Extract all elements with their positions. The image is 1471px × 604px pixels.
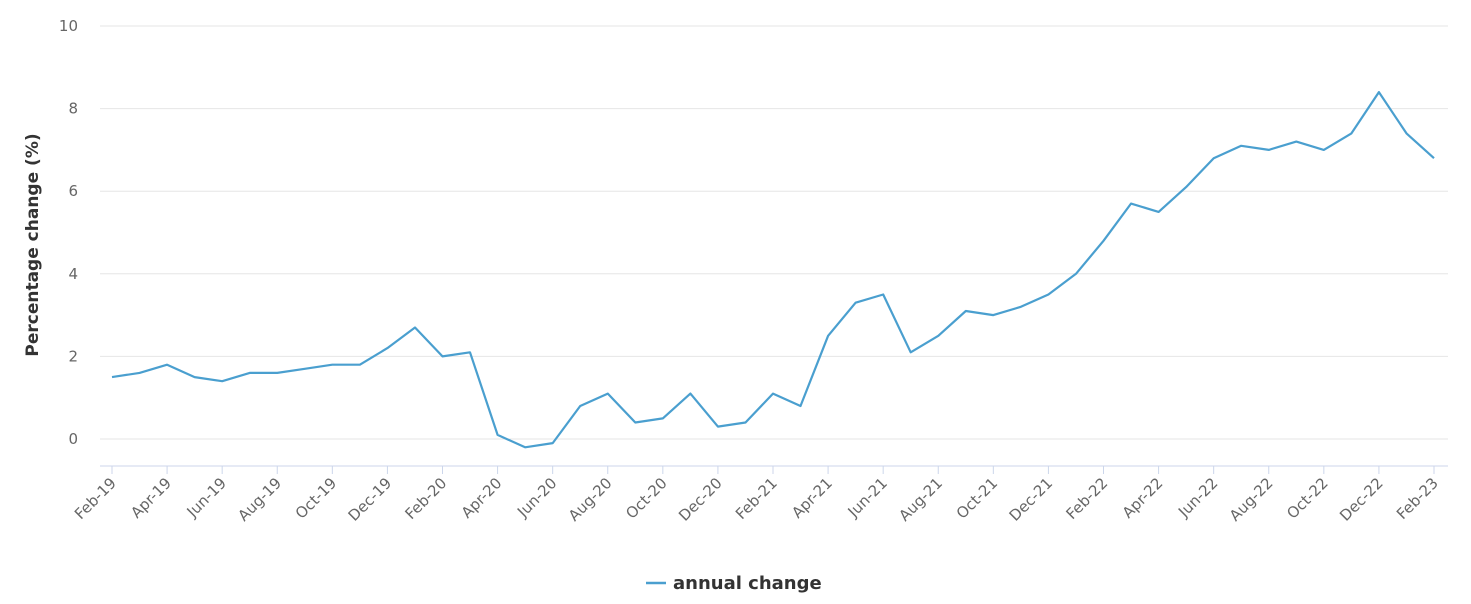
x-tick-label: Aug-21 bbox=[895, 474, 946, 525]
data-point[interactable] bbox=[381, 342, 393, 354]
data-point[interactable] bbox=[1401, 127, 1413, 139]
data-point[interactable] bbox=[492, 429, 504, 441]
x-tick-label: Oct-21 bbox=[953, 474, 1001, 522]
data-point[interactable] bbox=[1318, 144, 1330, 156]
data-point[interactable] bbox=[271, 367, 283, 379]
data-point[interactable] bbox=[684, 388, 696, 400]
x-tick-label: Apr-20 bbox=[458, 474, 506, 522]
data-point[interactable] bbox=[437, 350, 449, 362]
x-tick-label: Dec-21 bbox=[1006, 474, 1057, 525]
data-point[interactable] bbox=[326, 359, 338, 371]
data-point[interactable] bbox=[244, 367, 256, 379]
x-tick-label: Oct-20 bbox=[622, 474, 670, 522]
data-point[interactable] bbox=[905, 346, 917, 358]
x-tick-label: Jun-19 bbox=[183, 474, 230, 521]
data-point[interactable] bbox=[574, 400, 586, 412]
x-tick-label: Aug-20 bbox=[565, 474, 616, 525]
data-point[interactable] bbox=[299, 363, 311, 375]
grid-lines bbox=[100, 25, 1448, 440]
x-tick-label: Apr-21 bbox=[788, 474, 836, 522]
legend[interactable]: annual change bbox=[646, 573, 822, 594]
data-point[interactable] bbox=[464, 346, 476, 358]
data-point[interactable] bbox=[1180, 181, 1192, 193]
data-point[interactable] bbox=[602, 388, 614, 400]
data-point[interactable] bbox=[822, 330, 834, 342]
x-tick-label: Feb-20 bbox=[401, 474, 450, 523]
data-point[interactable] bbox=[1153, 206, 1165, 218]
data-point[interactable] bbox=[1263, 144, 1275, 156]
x-tick-label: Dec-20 bbox=[675, 474, 726, 525]
data-point[interactable] bbox=[629, 417, 641, 429]
data-point[interactable] bbox=[106, 371, 118, 383]
data-point[interactable] bbox=[1208, 152, 1220, 164]
x-tick-label: Jun-20 bbox=[513, 474, 560, 521]
data-point[interactable] bbox=[547, 437, 559, 449]
y-tick-label: 8 bbox=[68, 100, 78, 118]
y-axis-title: Percentage change (%) bbox=[23, 133, 43, 356]
series-layer bbox=[106, 86, 1440, 453]
y-tick-label: 0 bbox=[68, 430, 78, 448]
data-point[interactable] bbox=[877, 289, 889, 301]
data-point[interactable] bbox=[657, 412, 669, 424]
data-point[interactable] bbox=[960, 305, 972, 317]
data-point[interactable] bbox=[850, 297, 862, 309]
data-point[interactable] bbox=[740, 417, 752, 429]
data-point[interactable] bbox=[1345, 127, 1357, 139]
x-tick-label: Apr-22 bbox=[1119, 474, 1167, 522]
data-point[interactable] bbox=[1070, 268, 1082, 280]
data-point[interactable] bbox=[216, 375, 228, 387]
y-tick-label: 4 bbox=[68, 265, 78, 283]
data-point[interactable] bbox=[354, 359, 366, 371]
x-tick-label: Feb-19 bbox=[71, 474, 120, 523]
series-line-annual-change[interactable] bbox=[111, 90, 1435, 449]
y-axis: 0 2 4 6 8 10 bbox=[59, 17, 78, 448]
x-tick-label: Feb-22 bbox=[1062, 474, 1111, 523]
x-tick-label: Feb-23 bbox=[1393, 474, 1442, 523]
legend-label: annual change bbox=[673, 573, 822, 594]
x-tick-label: Aug-19 bbox=[234, 474, 285, 525]
x-tick-label: Feb-21 bbox=[732, 474, 781, 523]
y-tick-label: 6 bbox=[68, 182, 78, 200]
x-tick-label: Jun-21 bbox=[844, 474, 891, 521]
y-tick-label: 10 bbox=[59, 17, 78, 35]
data-point[interactable] bbox=[767, 388, 779, 400]
data-point[interactable] bbox=[189, 371, 201, 383]
data-point[interactable] bbox=[1428, 152, 1440, 164]
data-point[interactable] bbox=[795, 400, 807, 412]
data-point[interactable] bbox=[519, 441, 531, 453]
data-point[interactable] bbox=[932, 330, 944, 342]
y-tick-label: 2 bbox=[68, 347, 78, 365]
x-tick-label: Aug-22 bbox=[1226, 474, 1277, 525]
data-point[interactable] bbox=[134, 367, 146, 379]
x-tick-label: Oct-19 bbox=[292, 474, 340, 522]
x-tick-label: Dec-19 bbox=[345, 474, 396, 525]
data-point[interactable] bbox=[1373, 86, 1385, 98]
x-tick-label: Dec-22 bbox=[1336, 474, 1387, 525]
data-point[interactable] bbox=[1125, 198, 1137, 210]
data-point[interactable] bbox=[987, 309, 999, 321]
x-tick-label: Jun-22 bbox=[1174, 474, 1221, 521]
x-axis: Feb-19 Apr-19 Jun-19 Aug-19 Oct-19 Dec-19 Feb-… bbox=[71, 465, 1448, 525]
data-point[interactable] bbox=[1015, 301, 1027, 313]
data-point[interactable] bbox=[1042, 289, 1054, 301]
data-point[interactable] bbox=[161, 359, 173, 371]
data-point[interactable] bbox=[1235, 140, 1247, 152]
x-tick-label: Oct-22 bbox=[1283, 474, 1331, 522]
data-point[interactable] bbox=[409, 322, 421, 334]
x-tick-label: Apr-19 bbox=[127, 474, 175, 522]
data-point[interactable] bbox=[712, 421, 724, 433]
data-point[interactable] bbox=[1098, 235, 1110, 247]
data-point[interactable] bbox=[1290, 136, 1302, 148]
